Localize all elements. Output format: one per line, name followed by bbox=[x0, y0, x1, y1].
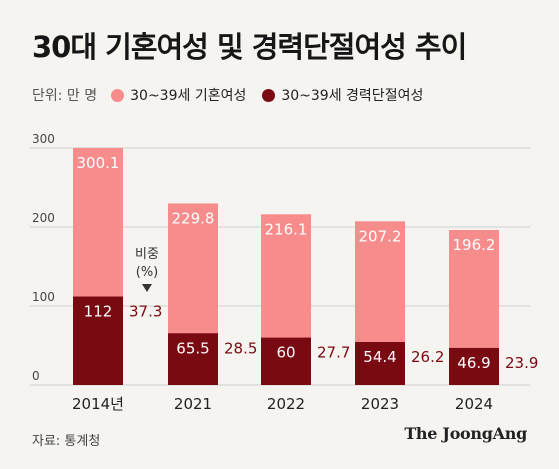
ratio-label: 28.5 bbox=[224, 339, 257, 357]
bar-discontinued-1 bbox=[168, 333, 218, 385]
unit-label: 단위: 만 명 bbox=[32, 88, 98, 104]
bar-discontinued-3 bbox=[355, 342, 405, 385]
data-label-discontinued: 60 bbox=[276, 344, 295, 362]
bar-discontinued-0 bbox=[73, 296, 123, 385]
data-label-discontinued: 54.4 bbox=[363, 348, 396, 366]
ratio-label: 37.3 bbox=[129, 303, 162, 321]
x-tick-label: 2021 bbox=[174, 395, 212, 413]
legend-swatch-married bbox=[111, 88, 125, 102]
data-label-married: 207.2 bbox=[359, 227, 402, 245]
legend: 단위: 만 명 30~39세 기혼여성 30~39세 경력단절여성 bbox=[32, 85, 439, 105]
bar-discontinued-2 bbox=[261, 337, 311, 385]
legend-swatch-discontinued bbox=[262, 88, 276, 102]
ratio-label: 27.7 bbox=[317, 344, 350, 362]
ratio-annotation-line2: (%) bbox=[136, 265, 159, 280]
ratio-label: 26.2 bbox=[411, 348, 444, 366]
x-tick-label: 2023 bbox=[361, 395, 399, 413]
y-tick-label: 200 bbox=[32, 211, 55, 225]
ratio-label: 23.9 bbox=[505, 354, 538, 372]
legend-item-married: 30~39세 기혼여성 bbox=[111, 85, 246, 105]
x-tick-label: 2022 bbox=[267, 395, 305, 413]
data-label-married: 196.2 bbox=[453, 236, 496, 254]
legend-label-discontinued: 30~39세 경력단절여성 bbox=[281, 88, 424, 104]
data-label-married: 216.1 bbox=[265, 220, 308, 238]
down-arrow-icon bbox=[142, 284, 152, 292]
chart-title: 30대 기혼여성 및 경력단절여성 추이 bbox=[32, 30, 467, 64]
y-tick-label: 300 bbox=[32, 132, 55, 146]
bar-discontinued-4 bbox=[449, 347, 499, 385]
y-tick-label: 100 bbox=[32, 290, 55, 304]
data-label-married: 229.8 bbox=[172, 209, 215, 227]
source-note: 자료: 통계청 bbox=[32, 434, 101, 449]
x-tick-label: 2014년 bbox=[72, 395, 124, 413]
data-label-discontinued: 46.9 bbox=[457, 354, 490, 372]
legend-item-discontinued: 30~39세 경력단절여성 bbox=[262, 85, 423, 105]
ratio-annotation-line1: 비중 bbox=[135, 247, 159, 262]
data-label-discontinued: 65.5 bbox=[176, 339, 209, 357]
y-tick-label: 0 bbox=[32, 369, 40, 383]
brand-logo: The JoongAng bbox=[404, 424, 527, 443]
legend-label-married: 30~39세 기혼여성 bbox=[130, 88, 247, 104]
data-label-married: 300.1 bbox=[77, 154, 120, 172]
x-tick-label: 2024 bbox=[455, 395, 493, 413]
data-label-discontinued: 112 bbox=[84, 303, 113, 321]
